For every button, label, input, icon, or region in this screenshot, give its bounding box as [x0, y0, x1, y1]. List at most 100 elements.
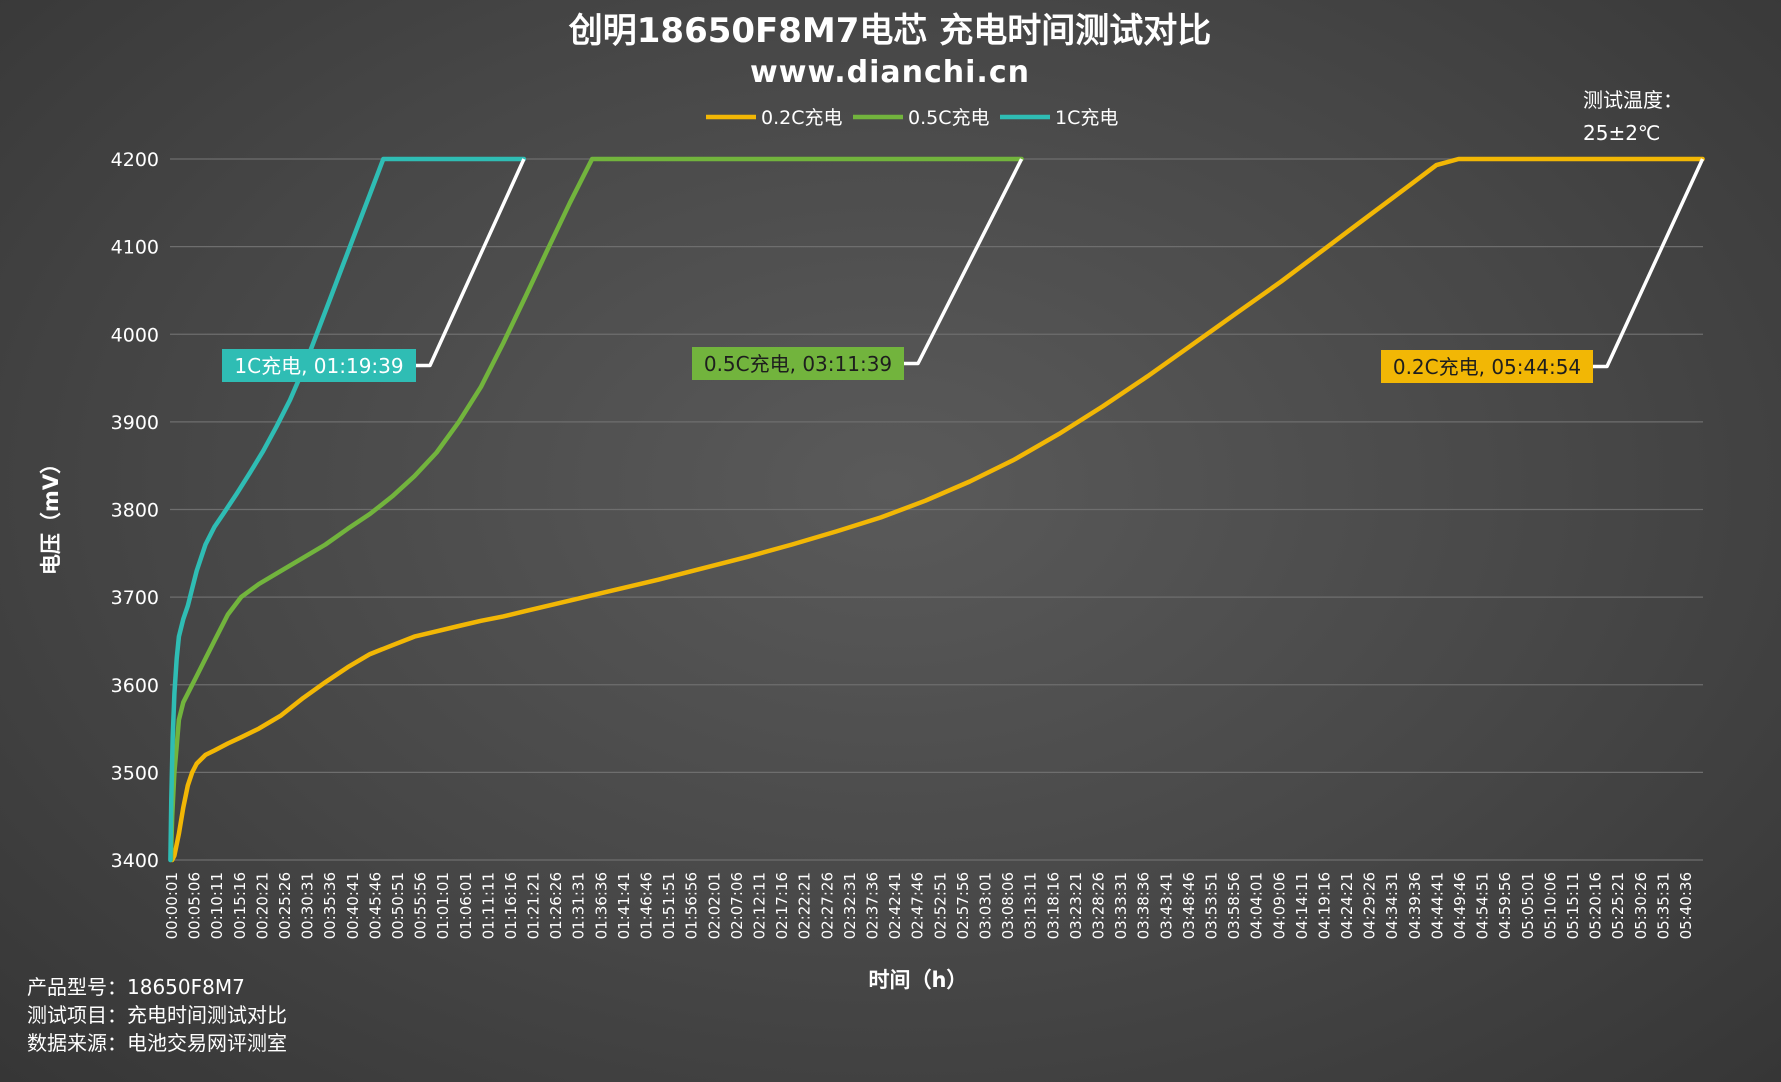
x-tick-label: 01:26:26 [547, 872, 565, 939]
x-tick-label: 00:10:11 [208, 872, 226, 939]
x-tick-label: 04:34:31 [1383, 872, 1401, 939]
x-tick-label: 04:04:01 [1248, 872, 1266, 939]
x-tick-label: 00:00:01 [163, 872, 181, 939]
x-tick-label: 02:57:56 [954, 872, 972, 939]
x-tick-label: 02:12:11 [751, 872, 769, 939]
y-tick-label: 4100 [111, 237, 159, 259]
x-tick-label: 01:41:41 [615, 872, 633, 939]
x-tick-label: 05:20:16 [1587, 872, 1605, 939]
x-tick-label: 03:53:51 [1202, 872, 1220, 939]
x-tick-label: 05:30:26 [1632, 872, 1650, 939]
y-tick-label: 3400 [111, 850, 159, 872]
x-tick-label: 00:30:31 [299, 872, 317, 939]
x-tick-label: 02:02:01 [705, 872, 723, 939]
x-tick-label: 04:29:26 [1361, 872, 1379, 939]
product-note: 产品型号：18650F8M7 [27, 975, 245, 999]
x-tick-label: 04:09:06 [1270, 872, 1288, 939]
x-tick-label: 03:48:46 [1180, 872, 1198, 939]
x-tick-label: 01:51:51 [660, 872, 678, 939]
x-tick-label: 01:21:21 [525, 872, 543, 939]
x-tick-label: 04:14:11 [1293, 872, 1311, 939]
series-lines [168, 156, 1705, 863]
callout-label: 0.2C充电, 05:44:54 [1393, 355, 1581, 379]
gridlines [170, 158, 1703, 861]
x-tick-label: 03:13:11 [1022, 872, 1040, 939]
legend: 0.2C充电 0.5C充电 1C充电 [706, 107, 1118, 129]
x-tick-label: 04:59:56 [1496, 872, 1514, 939]
x-tick-label: 00:50:51 [389, 872, 407, 939]
x-tick-label: 02:42:41 [886, 872, 904, 939]
legend-entry: 1C充电 [1055, 107, 1118, 129]
temperature-label: 测试温度： [1583, 88, 1683, 112]
x-tick-label: 04:19:16 [1315, 872, 1333, 939]
test-item-note: 测试项目：充电时间测试对比 [27, 1003, 287, 1027]
chart-title: 创明18650F8M7电芯 充电时间测试对比 [568, 11, 1212, 51]
x-tick-label: 00:55:56 [412, 872, 430, 939]
x-tick-label: 05:35:31 [1654, 872, 1672, 939]
legend-entry: 0.2C充电 [761, 107, 842, 129]
x-tick-label: 01:36:36 [592, 872, 610, 939]
callouts: 1C充电, 01:19:39 0.5C充电, 03:11:39 0.2C充电, 05… [222, 158, 1705, 383]
x-tick-label: 00:35:36 [321, 872, 339, 939]
x-tick-label: 01:11:11 [479, 872, 497, 939]
temperature-value: 25±2℃ [1583, 121, 1660, 145]
series-line-3 [168, 156, 527, 863]
x-tick-label: 04:49:46 [1451, 872, 1469, 939]
x-tick-label: 02:52:51 [931, 872, 949, 939]
x-tick-label: 03:18:16 [1044, 872, 1062, 939]
chart-subtitle: www.dianchi.cn [750, 55, 1030, 90]
y-tick-label: 3800 [111, 500, 159, 522]
x-tick-label: 02:22:21 [796, 872, 814, 939]
legend-entry: 0.5C充电 [908, 107, 989, 129]
x-tick-label: 00:45:46 [366, 872, 384, 939]
x-tick-label: 00:15:16 [231, 872, 249, 939]
callout-box [692, 347, 904, 380]
series-line-1 [169, 156, 1705, 863]
x-tick-label: 01:56:56 [683, 872, 701, 939]
x-tick-label: 03:23:21 [1067, 872, 1085, 939]
x-tick-label: 00:20:21 [253, 872, 271, 939]
x-tick-label: 03:33:31 [1112, 872, 1130, 939]
x-tick-label: 01:31:31 [570, 872, 588, 939]
x-tick-label: 05:40:36 [1677, 872, 1695, 939]
y-tick-label: 3900 [111, 412, 159, 434]
callout-leader [416, 158, 526, 368]
x-tick-label: 05:25:21 [1609, 872, 1627, 939]
x-tick-label: 03:03:01 [976, 872, 994, 939]
x-tick-label: 05:05:01 [1519, 872, 1537, 939]
y-tick-label: 4200 [111, 149, 159, 171]
x-tick-label: 02:27:26 [818, 872, 836, 939]
x-tick-label: 04:39:36 [1406, 872, 1424, 939]
x-tick-label: 05:15:11 [1564, 872, 1582, 939]
x-tick-label: 01:06:01 [457, 872, 475, 939]
x-tick-label: 02:47:46 [909, 872, 927, 939]
y-tick-label: 4000 [111, 324, 159, 346]
x-tick-label: 01:16:16 [502, 872, 520, 939]
source-note: 数据来源：电池交易网评测室 [27, 1031, 287, 1055]
x-tick-label: 02:32:31 [841, 872, 859, 939]
x-tick-label: 03:28:26 [1089, 872, 1107, 939]
callout-box [1381, 350, 1593, 383]
y-axis-label: 电压（mV） [39, 453, 63, 575]
x-tick-label: 00:05:06 [186, 872, 204, 939]
x-tick-label: 05:10:06 [1541, 872, 1559, 939]
series-line-2 [168, 156, 1024, 863]
x-axis-ticks: 00:00:01 00:05:06 00:10:11 00:15:16 00:20:21… [163, 872, 1695, 939]
x-tick-label: 01:01:01 [434, 872, 452, 939]
y-tick-label: 3500 [111, 762, 159, 784]
x-tick-label: 03:38:36 [1135, 872, 1153, 939]
x-tick-label: 02:37:36 [864, 872, 882, 939]
x-tick-label: 03:43:41 [1157, 872, 1175, 939]
x-tick-label: 00:40:41 [344, 872, 362, 939]
x-tick-label: 03:08:06 [999, 872, 1017, 939]
x-axis-label: 时间（h） [869, 968, 968, 992]
x-tick-label: 03:58:56 [1225, 872, 1243, 939]
x-tick-label: 02:17:16 [773, 872, 791, 939]
y-tick-label: 3600 [111, 675, 159, 697]
callout-leader [1593, 158, 1705, 369]
x-tick-label: 04:44:41 [1428, 872, 1446, 939]
x-tick-label: 04:24:21 [1338, 872, 1356, 939]
x-tick-label: 04:54:51 [1474, 872, 1492, 939]
callout-box [222, 349, 416, 382]
